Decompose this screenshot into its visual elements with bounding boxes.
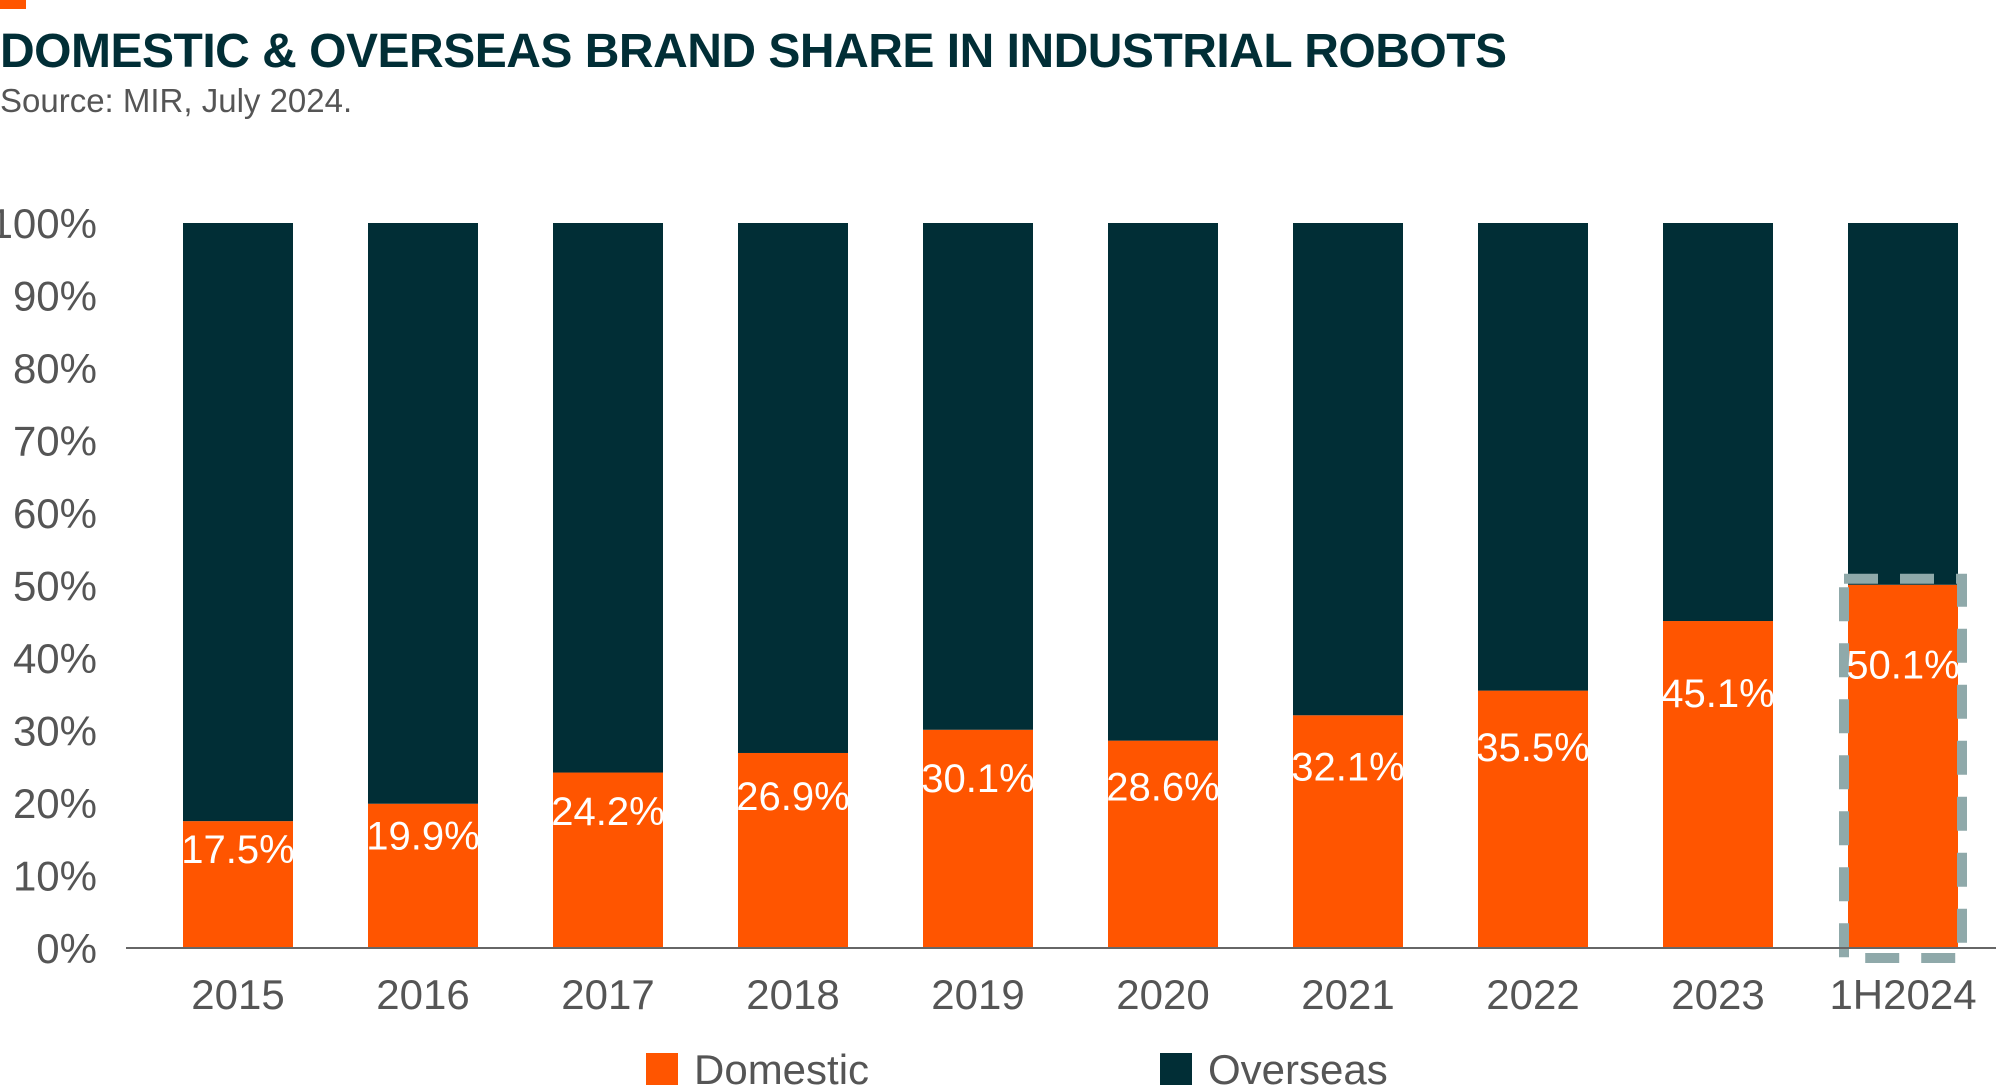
legend: Domestic Overseas xyxy=(646,1046,1388,1089)
x-tick-label: 2016 xyxy=(376,971,469,1018)
data-label: 17.5% xyxy=(181,828,294,872)
chart-title: DOMESTIC & OVERSEAS BRAND SHARE IN INDUS… xyxy=(0,25,1507,78)
title-accent-bar xyxy=(0,0,26,9)
bar-overseas xyxy=(1478,223,1588,691)
legend-label-overseas: Overseas xyxy=(1208,1046,1388,1089)
y-tick-label: 30% xyxy=(13,708,97,755)
data-label: 24.2% xyxy=(551,790,664,834)
x-tick-label: 1H2024 xyxy=(1829,971,1976,1018)
bar-overseas xyxy=(1848,223,1958,585)
highlight-group xyxy=(1839,573,1967,964)
y-axis: 0% 10% 20% 30% 40% 50% 60% 70% 80% 90% 100% xyxy=(0,200,97,972)
bar-domestic xyxy=(553,772,663,948)
x-tick-label: 2018 xyxy=(746,971,839,1018)
bar-overseas xyxy=(183,223,293,822)
y-tick-label: 90% xyxy=(13,273,97,320)
highlight-box xyxy=(1839,573,1967,964)
data-label: 50.1% xyxy=(1846,644,1959,688)
bar-overseas xyxy=(1108,223,1218,741)
data-label: 28.6% xyxy=(1106,765,1219,809)
bar-overseas xyxy=(738,223,848,753)
bar-overseas xyxy=(1293,223,1403,716)
data-label: 35.5% xyxy=(1476,726,1589,770)
bar-overseas xyxy=(923,223,1033,730)
y-tick-label: 80% xyxy=(13,345,97,392)
bar-overseas xyxy=(1663,223,1773,622)
data-label: 30.1% xyxy=(921,757,1034,801)
legend-swatch-domestic xyxy=(646,1053,678,1085)
x-tick-label: 2015 xyxy=(191,971,284,1018)
data-label: 26.9% xyxy=(736,775,849,819)
y-tick-label: 70% xyxy=(13,418,97,465)
bar-domestic xyxy=(1293,715,1403,948)
legend-swatch-overseas xyxy=(1160,1053,1192,1085)
data-labels: 17.5% 19.9% 24.2% 26.9% 30.1% 28.6% 32.1% 35.5%… xyxy=(181,644,1959,872)
data-label: 32.1% xyxy=(1291,745,1404,789)
x-tick-label: 2019 xyxy=(931,971,1024,1018)
bar-domestic xyxy=(1478,690,1588,948)
y-tick-label: 20% xyxy=(13,780,97,827)
x-tick-label: 2017 xyxy=(561,971,654,1018)
bar-domestic xyxy=(1108,740,1218,948)
chart-subtitle: Source: MIR, July 2024. xyxy=(0,82,353,119)
y-tick-label: 10% xyxy=(13,853,97,900)
bar-overseas xyxy=(368,223,478,804)
bar-domestic xyxy=(1663,621,1773,948)
x-tick-label: 2020 xyxy=(1116,971,1209,1018)
x-tick-label: 2021 xyxy=(1301,971,1394,1018)
y-tick-label: 50% xyxy=(13,563,97,610)
bar-domestic xyxy=(368,803,478,948)
data-label: 19.9% xyxy=(366,814,479,858)
bar-overseas xyxy=(553,223,663,773)
data-label: 45.1% xyxy=(1661,672,1774,716)
legend-label-domestic: Domestic xyxy=(694,1046,869,1089)
x-axis: 2015 2016 2017 2018 2019 2020 2021 2022 2023 1H20… xyxy=(191,971,1976,1018)
x-tick-label: 2023 xyxy=(1671,971,1764,1018)
x-tick-label: 2022 xyxy=(1486,971,1579,1018)
bar-domestic xyxy=(738,752,848,948)
y-tick-label: 0% xyxy=(36,925,97,972)
y-tick-label: 60% xyxy=(13,490,97,537)
bar-series xyxy=(183,223,1958,948)
bar-domestic xyxy=(183,821,293,948)
bar-domestic xyxy=(923,729,1033,948)
y-tick-label: 40% xyxy=(13,635,97,682)
y-tick-label: 100% xyxy=(0,200,97,247)
bar-domestic xyxy=(1848,584,1958,948)
